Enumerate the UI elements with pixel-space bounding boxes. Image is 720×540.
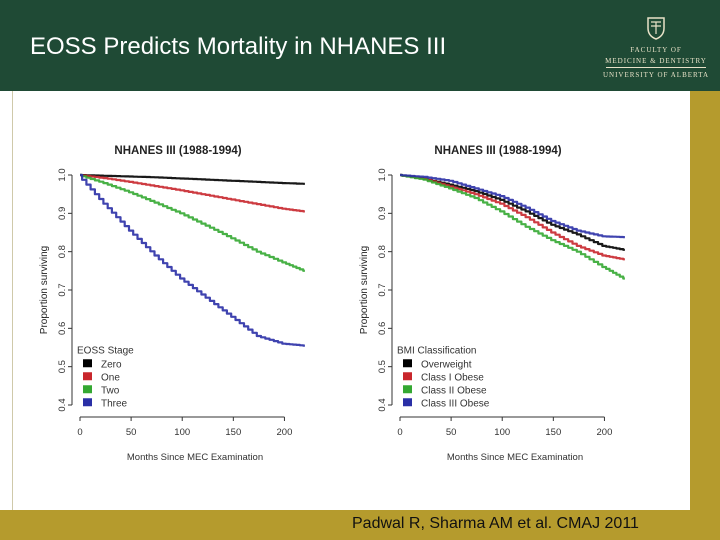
bmi-y-tick-label: 0.9 [377, 207, 388, 220]
right-accent-bar [690, 91, 720, 540]
bmi-y-tick-label: 0.8 [377, 245, 388, 258]
bmi-y-tick-label: 0.6 [377, 322, 388, 335]
eoss-legend-swatch-3 [83, 398, 92, 407]
bmi-x-tick-label: 50 [446, 427, 457, 438]
bmi-x-axis-label: Months Since MEC Examination [447, 452, 583, 463]
eoss-series-line-2 [80, 173, 305, 272]
eoss-y-tick-label: 0.5 [57, 360, 68, 373]
crest-icon [647, 17, 665, 40]
bmi-y-tick-label: 0.4 [377, 398, 388, 411]
eoss-legend-label-1: One [101, 372, 120, 383]
eoss-chart-title: NHANES III (1988-1994) [114, 145, 241, 157]
eoss-series-line-1 [80, 173, 305, 213]
eoss-y-tick-label: 0.4 [57, 398, 68, 411]
logo-line-faculty: FACULTY OF [630, 46, 682, 54]
bmi-y-tick-label: 1.0 [377, 168, 388, 181]
survival-figure: NHANES III (1988-1994) 0.4 0.5 0.6 0.7 0.8 0.9… [20, 110, 680, 510]
eoss-y-tick-label: 1.0 [57, 168, 68, 181]
bmi-x-tick-label: 150 [545, 427, 561, 438]
eoss-survival-chart: NHANES III (1988-1994) 0.4 0.5 0.6 0.7 0.8 0.9… [39, 145, 305, 463]
logo-rule [606, 67, 706, 68]
eoss-y-axis-label: Proportion surviving [39, 246, 50, 334]
bmi-survival-chart: NHANES III (1988-1994) 0.4 0.5 0.6 0.7 0.8 0.9… [359, 145, 625, 463]
bmi-legend-label-0: Overweight [421, 359, 472, 370]
bmi-series-line-1 [400, 173, 625, 261]
eoss-y-tick-label: 0.9 [57, 207, 68, 220]
bmi-legend-label-1: Class I Obese [421, 372, 484, 383]
bmi-legend-swatch-1 [403, 372, 412, 381]
bmi-series-line-2 [400, 173, 625, 280]
university-logo: FACULTY OF MEDICINE & DENTISTRY UNIVERSI… [600, 14, 712, 82]
bmi-legend-title: BMI Classification [397, 345, 476, 356]
eoss-series-line-3 [80, 173, 305, 347]
eoss-legend-swatch-1 [83, 372, 92, 381]
bmi-y-tick-label: 0.5 [377, 360, 388, 373]
eoss-series-line-0 [80, 173, 305, 185]
eoss-legend-label-2: Two [101, 385, 120, 396]
bmi-legend-swatch-3 [403, 398, 412, 407]
bmi-series-line-3 [400, 173, 625, 239]
bmi-chart-title: NHANES III (1988-1994) [434, 145, 561, 157]
eoss-y-tick-label: 0.6 [57, 322, 68, 335]
bmi-x-tick-label: 100 [494, 427, 510, 438]
eoss-y-tick-label: 0.7 [57, 283, 68, 296]
eoss-legend-label-0: Zero [101, 359, 122, 370]
citation-text: Padwal R, Sharma AM et al. CMAJ 2011 [352, 515, 639, 532]
slide-header: EOSS Predicts Mortality in NHANES III FA… [0, 0, 720, 91]
left-border [0, 91, 13, 540]
logo-line-medicine: MEDICINE & DENTISTRY [605, 57, 707, 65]
eoss-legend-label-3: Three [101, 398, 128, 409]
eoss-legend-title: EOSS Stage [77, 345, 134, 356]
logo-line-university: UNIVERSITY OF ALBERTA [602, 71, 710, 79]
bmi-y-axis-label: Proportion surviving [359, 246, 370, 334]
bottom-accent-bar [0, 510, 720, 540]
bmi-legend-label-2: Class II Obese [421, 385, 487, 396]
eoss-legend-swatch-2 [83, 385, 92, 394]
slide-title: EOSS Predicts Mortality in NHANES III [30, 33, 447, 60]
eoss-x-tick-label: 150 [225, 427, 241, 438]
bmi-legend-label-3: Class III Obese [421, 398, 490, 409]
eoss-legend-swatch-0 [83, 359, 92, 368]
bmi-x-tick-label: 200 [597, 427, 613, 438]
eoss-y-tick-label: 0.8 [57, 245, 68, 258]
eoss-x-axis-label: Months Since MEC Examination [127, 452, 263, 463]
eoss-x-tick-label: 100 [174, 427, 190, 438]
bmi-x-tick-label: 0 [397, 427, 402, 438]
bmi-legend-swatch-2 [403, 385, 412, 394]
eoss-x-tick-label: 50 [126, 427, 137, 438]
eoss-x-tick-label: 0 [77, 427, 82, 438]
bmi-y-tick-label: 0.7 [377, 283, 388, 296]
bmi-series-line-0 [400, 173, 625, 251]
eoss-x-tick-label: 200 [277, 427, 293, 438]
bmi-legend-swatch-0 [403, 359, 412, 368]
